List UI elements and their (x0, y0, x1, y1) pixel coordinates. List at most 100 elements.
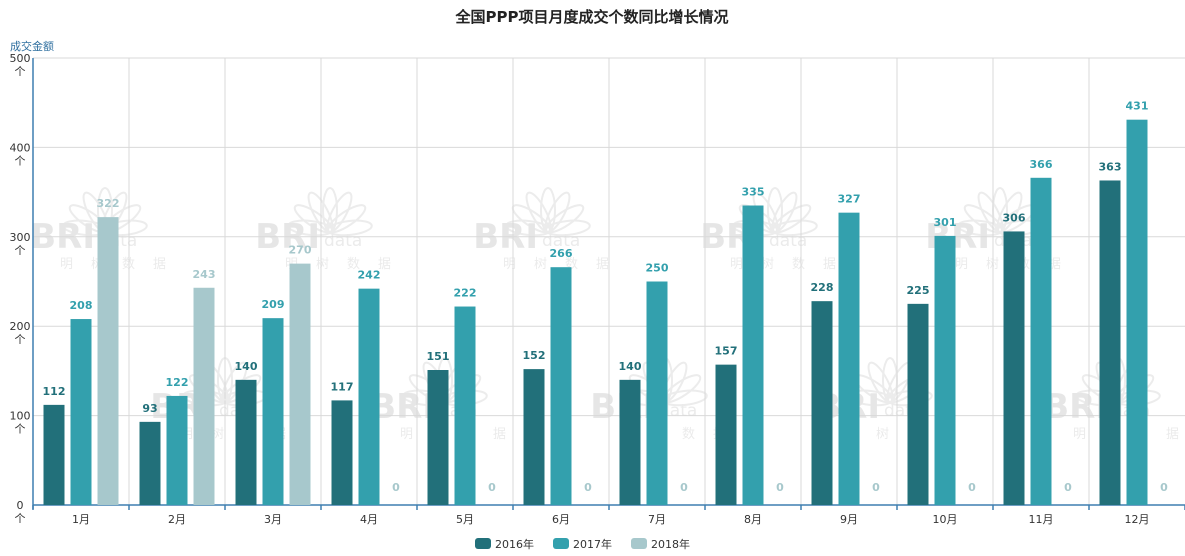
data-label: 140 (235, 360, 258, 373)
bar[interactable] (1099, 180, 1121, 505)
y-tick-unit: 个 (15, 154, 26, 167)
bar[interactable] (646, 281, 668, 506)
data-label: 0 (680, 481, 688, 494)
chart-title: 全国PPP项目月度成交个数同比增长情况 (455, 8, 729, 26)
watermark-suffix: data (324, 231, 362, 251)
watermark-leaf (544, 219, 591, 237)
y-tick-label: 400 (10, 141, 31, 154)
data-label: 157 (715, 345, 738, 358)
data-label: 208 (70, 299, 93, 312)
data-label: 222 (454, 287, 477, 300)
bar[interactable] (838, 212, 860, 506)
data-label: 93 (142, 402, 157, 415)
bar[interactable] (166, 395, 188, 505)
bar[interactable] (331, 400, 353, 505)
data-label: 306 (1003, 211, 1026, 224)
watermark-leaf (771, 219, 818, 237)
bar[interactable] (97, 217, 119, 505)
data-label: 242 (358, 269, 381, 282)
bars (43, 119, 1148, 506)
x-tick-label: 6月 (552, 513, 570, 526)
bar[interactable] (193, 287, 215, 505)
x-tick-label: 5月 (456, 513, 474, 526)
data-label: 117 (331, 380, 354, 393)
bar[interactable] (43, 404, 65, 505)
watermark-brand: BRI (1043, 387, 1108, 427)
bar[interactable] (1003, 231, 1025, 505)
y-tick-label: 500 (10, 52, 31, 65)
legend-swatch (475, 538, 491, 549)
bar[interactable] (811, 301, 833, 505)
x-tick-label: 10月 (933, 513, 958, 526)
bar[interactable] (139, 421, 161, 505)
bar[interactable] (235, 379, 257, 505)
legend-label: 2016年 (495, 537, 534, 551)
data-label: 112 (43, 385, 66, 398)
legend-swatch (631, 538, 647, 549)
data-label: 225 (907, 284, 930, 297)
watermark-chars: 明树数据 (400, 427, 524, 442)
watermark-suffix: data (769, 231, 807, 251)
y-tick-label: 200 (10, 320, 31, 333)
watermark-suffix: data (542, 231, 580, 251)
watermark-leaf (326, 219, 373, 237)
data-label: 0 (1064, 481, 1072, 494)
x-tick-label: 9月 (840, 513, 858, 526)
bar[interactable] (289, 263, 311, 505)
bar[interactable] (715, 364, 737, 505)
legend-swatch (553, 538, 569, 549)
legend-item[interactable]: 2016年 (475, 537, 534, 551)
y-tick-unit: 个 (15, 65, 26, 78)
data-label: 335 (742, 186, 765, 199)
data-label: 151 (427, 350, 450, 363)
y-tick-unit: 个 (15, 423, 26, 436)
data-label: 250 (646, 262, 669, 275)
legend-item[interactable]: 2017年 (553, 537, 612, 551)
bar[interactable] (550, 267, 572, 505)
watermark-chars: 明树数据 (60, 257, 184, 272)
watermark-chars: 明树数据 (285, 257, 409, 272)
bar[interactable] (619, 379, 641, 505)
data-label: 0 (776, 481, 784, 494)
x-tick-label: 2月 (168, 513, 186, 526)
y-axis-unit-label: 成交金额 (10, 39, 54, 53)
data-label: 327 (838, 193, 861, 206)
data-label: 0 (584, 481, 592, 494)
bar[interactable] (70, 319, 92, 505)
legend-label: 2017年 (573, 537, 612, 551)
y-tick-label: 100 (10, 410, 31, 423)
legend[interactable]: 2016年 2017年 2018年 (475, 537, 690, 551)
y-tick-unit: 个 (15, 333, 26, 346)
bar[interactable] (1126, 119, 1148, 505)
bar[interactable] (262, 318, 284, 505)
bar[interactable] (907, 303, 929, 505)
data-label: 266 (550, 247, 573, 260)
y-tick-label: 0 (17, 499, 24, 512)
bar[interactable] (427, 370, 449, 505)
data-label: 209 (262, 298, 285, 311)
y-tick-label: 300 (10, 231, 31, 244)
grid (32, 57, 1185, 510)
bar[interactable] (934, 235, 956, 505)
legend-item[interactable]: 2018年 (631, 537, 690, 551)
bar[interactable] (523, 369, 545, 505)
data-label: 0 (1160, 481, 1168, 494)
data-label: 366 (1030, 158, 1053, 171)
data-label: 363 (1099, 160, 1122, 173)
x-tick-label: 3月 (264, 513, 282, 526)
data-label: 0 (872, 481, 880, 494)
watermark-chars: 明树数据 (503, 257, 627, 272)
data-label: 243 (193, 268, 216, 281)
bar[interactable] (358, 288, 380, 505)
bar[interactable] (1030, 177, 1052, 505)
y-tick-unit: 个 (15, 244, 26, 257)
data-label: 431 (1126, 100, 1149, 113)
bar[interactable] (454, 306, 476, 505)
bar[interactable] (742, 205, 764, 505)
data-label: 0 (968, 481, 976, 494)
data-label: 152 (523, 349, 546, 362)
